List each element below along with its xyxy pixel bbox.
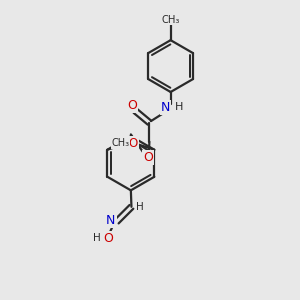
Text: CH₃: CH₃ — [161, 15, 180, 25]
Text: H: H — [93, 233, 101, 243]
Text: O: O — [128, 137, 138, 150]
Text: H: H — [136, 202, 144, 212]
Text: O: O — [103, 232, 113, 245]
Text: O: O — [143, 151, 153, 164]
Text: CH₃: CH₃ — [111, 138, 130, 148]
Text: N: N — [106, 214, 116, 227]
Text: H: H — [175, 102, 184, 112]
Text: N: N — [160, 101, 170, 114]
Text: O: O — [127, 99, 137, 112]
Text: I: I — [128, 137, 132, 150]
